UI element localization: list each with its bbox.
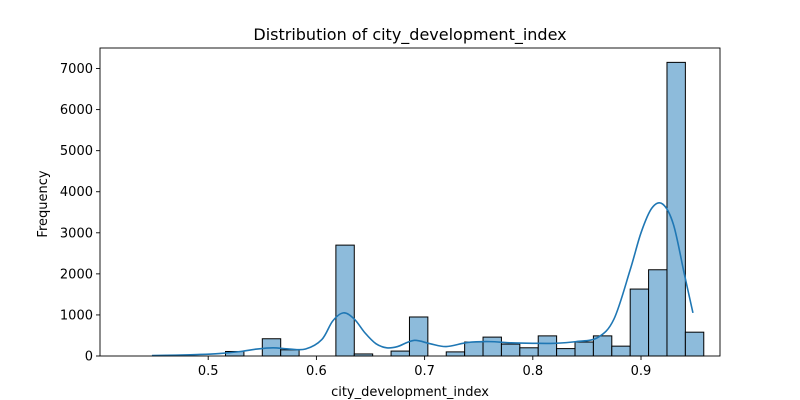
histogram-bar: [537, 335, 558, 357]
y-tick-label: 7000: [60, 62, 93, 77]
y-tick-label: 3000: [60, 226, 93, 241]
histogram-bar: [390, 350, 410, 357]
histogram-bar: [648, 269, 668, 357]
x-tick-label: 0.8: [522, 364, 543, 379]
y-tick-label: 2000: [60, 267, 93, 282]
x-tick-label: 0.5: [198, 364, 219, 379]
histogram-bar: [500, 343, 521, 357]
y-tick-label: 0: [85, 350, 93, 365]
y-axis-ticks: 0 1000 2000 3000 4000 5000 6000 7000: [60, 62, 100, 365]
y-tick-label: 1000: [60, 308, 93, 323]
histogram-bar: [666, 61, 686, 357]
histogram-bar: [445, 351, 466, 357]
x-tick-label: 0.6: [306, 364, 327, 379]
histogram-bar: [280, 349, 300, 357]
histogram-bar: [519, 347, 539, 357]
y-tick-label: 5000: [60, 144, 93, 159]
chart-title: Distribution of city_development_index: [253, 25, 566, 45]
kde-curve: [151, 202, 694, 357]
x-axis-label: city_development_index: [331, 385, 489, 400]
histogram-bar: [684, 331, 705, 357]
histogram-bar: [408, 316, 429, 357]
y-axis-label: Frequency: [36, 170, 51, 237]
bars-group: [225, 61, 705, 357]
x-tick-label: 0.9: [631, 364, 652, 379]
histogram-bar: [556, 348, 576, 357]
x-axis-ticks: 0.5 0.6 0.7 0.8 0.9: [198, 356, 651, 379]
x-tick-label: 0.7: [414, 364, 435, 379]
axis-frame: [99, 47, 721, 357]
histogram-bar: [335, 244, 355, 357]
y-tick-label: 6000: [60, 103, 93, 118]
histogram-bar: [482, 336, 502, 357]
histogram-bar: [574, 341, 594, 357]
histogram-bar: [629, 288, 650, 357]
histogram-bar: [464, 341, 484, 357]
y-tick-label: 4000: [60, 185, 93, 200]
histogram-bar: [611, 345, 631, 357]
